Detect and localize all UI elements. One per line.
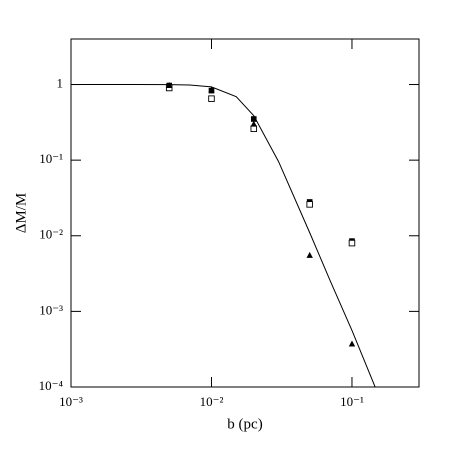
x-tick-label: 10⁻² — [200, 394, 224, 409]
y-axis-label: ΔM/M — [13, 193, 29, 234]
x-axis-label: b (pc) — [227, 416, 262, 432]
point — [208, 95, 215, 102]
point — [250, 125, 258, 133]
point — [348, 340, 356, 347]
point — [250, 116, 257, 122]
y-tick-label: 10⁻² — [39, 227, 63, 242]
point — [306, 201, 313, 208]
x-tick-label: 10⁻³ — [59, 394, 83, 409]
point — [348, 239, 356, 247]
point — [306, 251, 313, 258]
model-curve — [71, 84, 376, 387]
point — [250, 120, 257, 127]
point — [208, 86, 215, 93]
x-tick-label: 10⁻¹ — [340, 394, 364, 409]
plot-frame — [70, 38, 420, 388]
y-tick-label: 10⁻⁴ — [39, 378, 64, 393]
y-tick-label: 1 — [57, 76, 64, 91]
y-tick-label: 10⁻³ — [39, 302, 63, 317]
y-tick-label: 10⁻¹ — [39, 151, 63, 166]
